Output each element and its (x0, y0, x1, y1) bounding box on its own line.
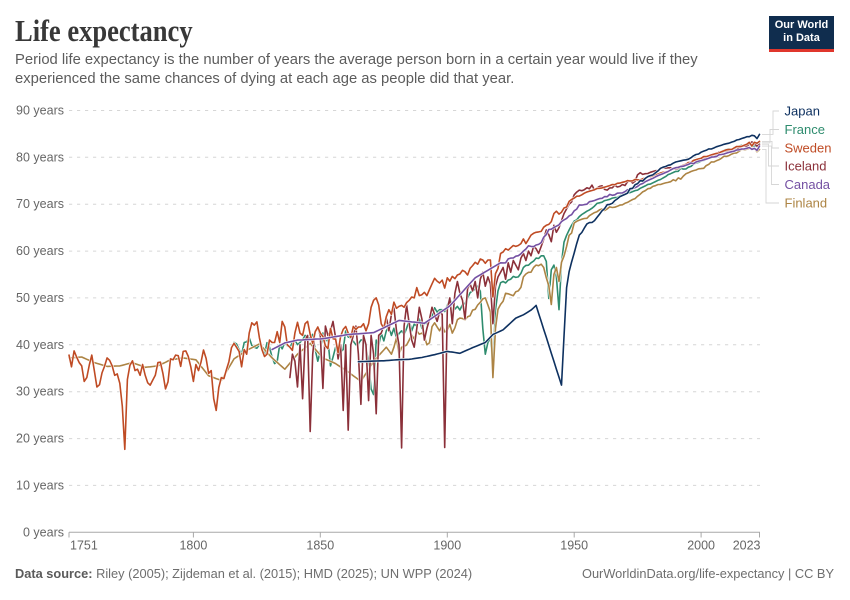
svg-text:80 years: 80 years (16, 150, 64, 164)
svg-text:Japan: Japan (785, 104, 820, 119)
svg-text:2023: 2023 (733, 539, 761, 553)
svg-text:60 years: 60 years (16, 244, 64, 258)
svg-text:40 years: 40 years (16, 338, 64, 352)
svg-text:France: France (785, 122, 825, 137)
svg-text:90 years: 90 years (16, 104, 64, 118)
svg-text:1850: 1850 (306, 539, 334, 553)
svg-text:70 years: 70 years (16, 197, 64, 211)
svg-text:1751: 1751 (70, 539, 98, 553)
svg-text:10 years: 10 years (16, 478, 64, 492)
svg-text:1950: 1950 (560, 539, 588, 553)
svg-text:0 years: 0 years (23, 525, 64, 539)
svg-text:20 years: 20 years (16, 432, 64, 446)
svg-text:50 years: 50 years (16, 291, 64, 305)
svg-text:1900: 1900 (433, 539, 461, 553)
svg-text:Canada: Canada (785, 177, 831, 192)
svg-text:Iceland: Iceland (785, 159, 827, 174)
svg-text:Sweden: Sweden (785, 141, 832, 156)
svg-text:Finland: Finland (785, 196, 828, 211)
svg-text:30 years: 30 years (16, 385, 64, 399)
svg-text:1800: 1800 (179, 539, 207, 553)
svg-text:2000: 2000 (687, 539, 715, 553)
